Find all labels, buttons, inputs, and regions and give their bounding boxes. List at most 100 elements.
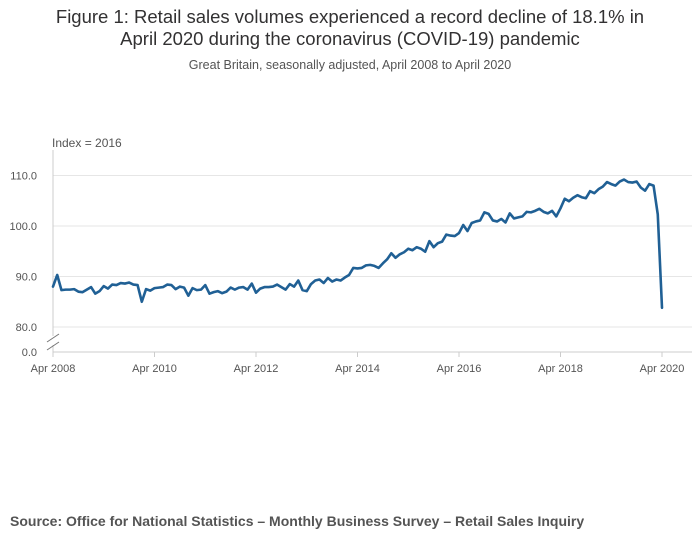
data-point	[572, 196, 575, 199]
data-point	[365, 264, 367, 267]
data-point	[441, 240, 443, 243]
data-point	[453, 235, 456, 238]
data-point	[504, 221, 507, 224]
chart-subtitle: Great Britain, seasonally adjusted, Apri…	[188, 58, 512, 72]
data-point	[458, 232, 460, 234]
data-point	[377, 267, 380, 269]
data-point	[483, 211, 486, 214]
data-point	[606, 181, 608, 183]
data-point	[373, 265, 376, 267]
data-point	[107, 287, 109, 290]
data-point	[610, 183, 613, 185]
data-point	[310, 283, 312, 285]
data-point	[420, 247, 422, 250]
data-point	[390, 252, 393, 255]
data-point	[589, 190, 591, 193]
data-point	[656, 213, 659, 216]
data-point	[170, 284, 173, 286]
data-point	[52, 285, 54, 288]
data-point	[195, 289, 198, 292]
y-tick-label: 0.0	[22, 347, 37, 359]
data-point	[157, 286, 160, 289]
data-point	[60, 289, 63, 292]
data-point	[187, 294, 190, 297]
data-point	[250, 282, 253, 285]
data-point	[568, 200, 570, 203]
data-point	[644, 189, 646, 192]
data-point	[85, 288, 88, 291]
data-point	[217, 290, 219, 293]
data-point	[542, 210, 545, 213]
data-point	[475, 220, 477, 223]
data-point	[267, 286, 270, 288]
data-point	[322, 282, 325, 284]
data-point	[280, 286, 283, 288]
data-point	[530, 211, 532, 214]
data-point	[652, 184, 655, 187]
y-tick-label: 100.0	[9, 221, 37, 233]
data-point	[352, 267, 355, 269]
series-group	[51, 178, 664, 310]
data-point	[174, 288, 177, 291]
data-point	[318, 278, 321, 281]
data-point	[601, 185, 604, 188]
data-point	[314, 279, 317, 282]
data-point	[386, 258, 388, 261]
data-point	[593, 192, 596, 195]
data-point	[102, 285, 105, 287]
data-point	[335, 278, 338, 281]
data-point	[563, 197, 566, 200]
data-point	[145, 288, 147, 291]
data-point	[487, 212, 490, 215]
chart-title-line-1: Figure 1: Retail sales volumes experienc…	[55, 6, 645, 27]
data-point	[580, 196, 583, 199]
data-point	[614, 184, 617, 187]
data-point	[200, 288, 202, 291]
data-point	[403, 251, 405, 254]
data-point	[618, 180, 621, 183]
data-point	[124, 282, 126, 285]
data-point	[551, 209, 553, 212]
data-point	[381, 262, 384, 265]
data-point	[584, 197, 587, 200]
x-tick-label: Apr 2018	[538, 363, 583, 375]
data-point	[69, 288, 71, 291]
data-point	[212, 291, 215, 294]
data-point	[301, 289, 304, 292]
data-point	[183, 286, 186, 289]
x-tick-label: Apr 2012	[234, 363, 279, 375]
data-point	[64, 288, 67, 291]
chart-title: Figure 1: Retail sales volumes experienc…	[0, 6, 700, 50]
data-point	[639, 186, 642, 189]
series-line	[51, 178, 664, 310]
data-point	[73, 288, 76, 291]
data-point	[635, 180, 638, 183]
x-tick-label: Apr 2010	[132, 363, 177, 375]
data-point	[119, 282, 122, 284]
data-point	[415, 246, 418, 249]
data-point	[627, 181, 630, 183]
data-point	[648, 183, 651, 185]
data-point	[233, 288, 236, 291]
data-point	[428, 240, 431, 243]
x-tick-label: Apr 2008	[31, 363, 76, 375]
data-point	[111, 283, 114, 286]
data-point	[221, 292, 224, 295]
y-tick-label: 80.0	[16, 322, 37, 334]
data-point	[327, 277, 329, 279]
data-point	[661, 306, 663, 309]
data-point	[204, 284, 207, 286]
data-point	[208, 292, 211, 295]
data-point	[479, 219, 482, 222]
x-axis-ticks: Apr 2008 Apr 2010 Apr 2012 Apr 2014 Apr 2016…	[31, 352, 684, 375]
data-point	[576, 194, 579, 197]
data-point	[276, 283, 279, 286]
data-point	[297, 279, 300, 282]
data-point	[517, 216, 520, 219]
data-point	[288, 283, 291, 285]
data-point	[496, 220, 498, 223]
data-point	[424, 250, 427, 253]
data-point	[348, 274, 350, 276]
data-point	[470, 222, 473, 224]
x-tick-label: Apr 2014	[335, 363, 380, 375]
